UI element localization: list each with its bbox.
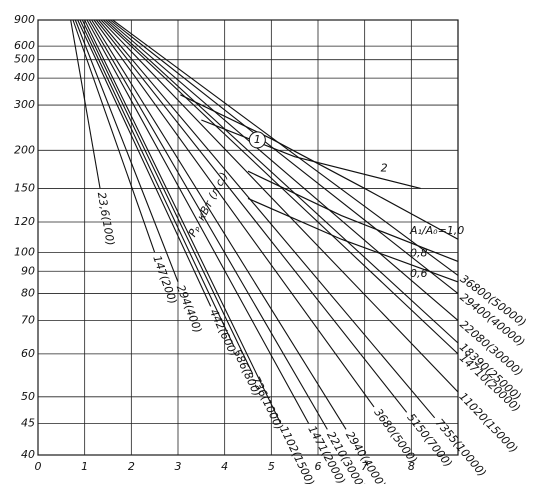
line-label: 147(200) xyxy=(150,254,179,306)
x-tick-label: 2 xyxy=(128,460,135,473)
x-tick-label: 1 xyxy=(81,460,88,473)
curve-label: A₁/A₀=1,0 xyxy=(409,224,464,237)
curve xyxy=(180,94,459,240)
fan-line xyxy=(81,19,254,375)
line-label: 23,6(100) xyxy=(95,191,117,247)
fan-line xyxy=(93,19,375,408)
y-tick-label: 120 xyxy=(14,215,35,228)
fan-line xyxy=(86,19,310,424)
axis-label: Pₚ, кВт (л.с.) xyxy=(186,170,231,239)
fan-line xyxy=(72,19,156,253)
fan-line xyxy=(79,19,235,347)
curve xyxy=(247,197,459,283)
y-tick-label: 100 xyxy=(14,245,35,258)
fan-line xyxy=(74,19,179,283)
y-tick-label: 70 xyxy=(21,313,35,326)
curve-label: 0,8 xyxy=(410,246,428,259)
fan-line xyxy=(77,19,212,307)
x-tick-label: 0 xyxy=(35,460,42,473)
x-tick-label: 6 xyxy=(315,460,322,473)
x-tick-label: 3 xyxy=(175,460,182,473)
fan-line xyxy=(112,19,459,276)
y-tick-label: 900 xyxy=(14,13,35,26)
y-tick-label: 80 xyxy=(21,287,35,300)
y-tick-label: 500 xyxy=(14,53,35,66)
y-tick-label: 150 xyxy=(14,181,35,194)
line-label: 294(400) xyxy=(174,283,205,335)
fan-line xyxy=(109,19,459,294)
y-tick-label: 600 xyxy=(14,39,35,52)
fan-line xyxy=(95,19,408,413)
x-tick-label: 8 xyxy=(408,460,415,473)
curve xyxy=(201,119,421,190)
y-tick-label: 45 xyxy=(21,416,35,429)
y-tick-label: 400 xyxy=(14,71,35,84)
y-tick-label: 50 xyxy=(21,390,35,403)
marker xyxy=(248,131,266,149)
y-tick-label: 40 xyxy=(21,448,35,461)
y-tick-label: 90 xyxy=(21,264,35,277)
x-tick-label: 4 xyxy=(221,460,228,473)
fan-line xyxy=(107,19,459,321)
y-tick-label: 60 xyxy=(21,347,35,360)
fan-line xyxy=(88,19,328,430)
y-tick-label: 200 xyxy=(14,143,35,156)
curve-label: 2 xyxy=(381,161,388,174)
x-tick-label: 5 xyxy=(268,460,275,473)
curve xyxy=(247,170,459,263)
y-tick-label: 300 xyxy=(14,98,35,111)
fan-line xyxy=(70,19,101,189)
fan-line xyxy=(91,19,347,430)
curve-label: 0,6 xyxy=(410,267,428,280)
fan-line xyxy=(98,19,436,419)
fan-line xyxy=(100,19,459,393)
fan-line xyxy=(84,19,282,424)
marker-label: 1 xyxy=(254,133,261,146)
x-tick-label: 7 xyxy=(361,460,368,473)
fan-line xyxy=(105,19,459,344)
